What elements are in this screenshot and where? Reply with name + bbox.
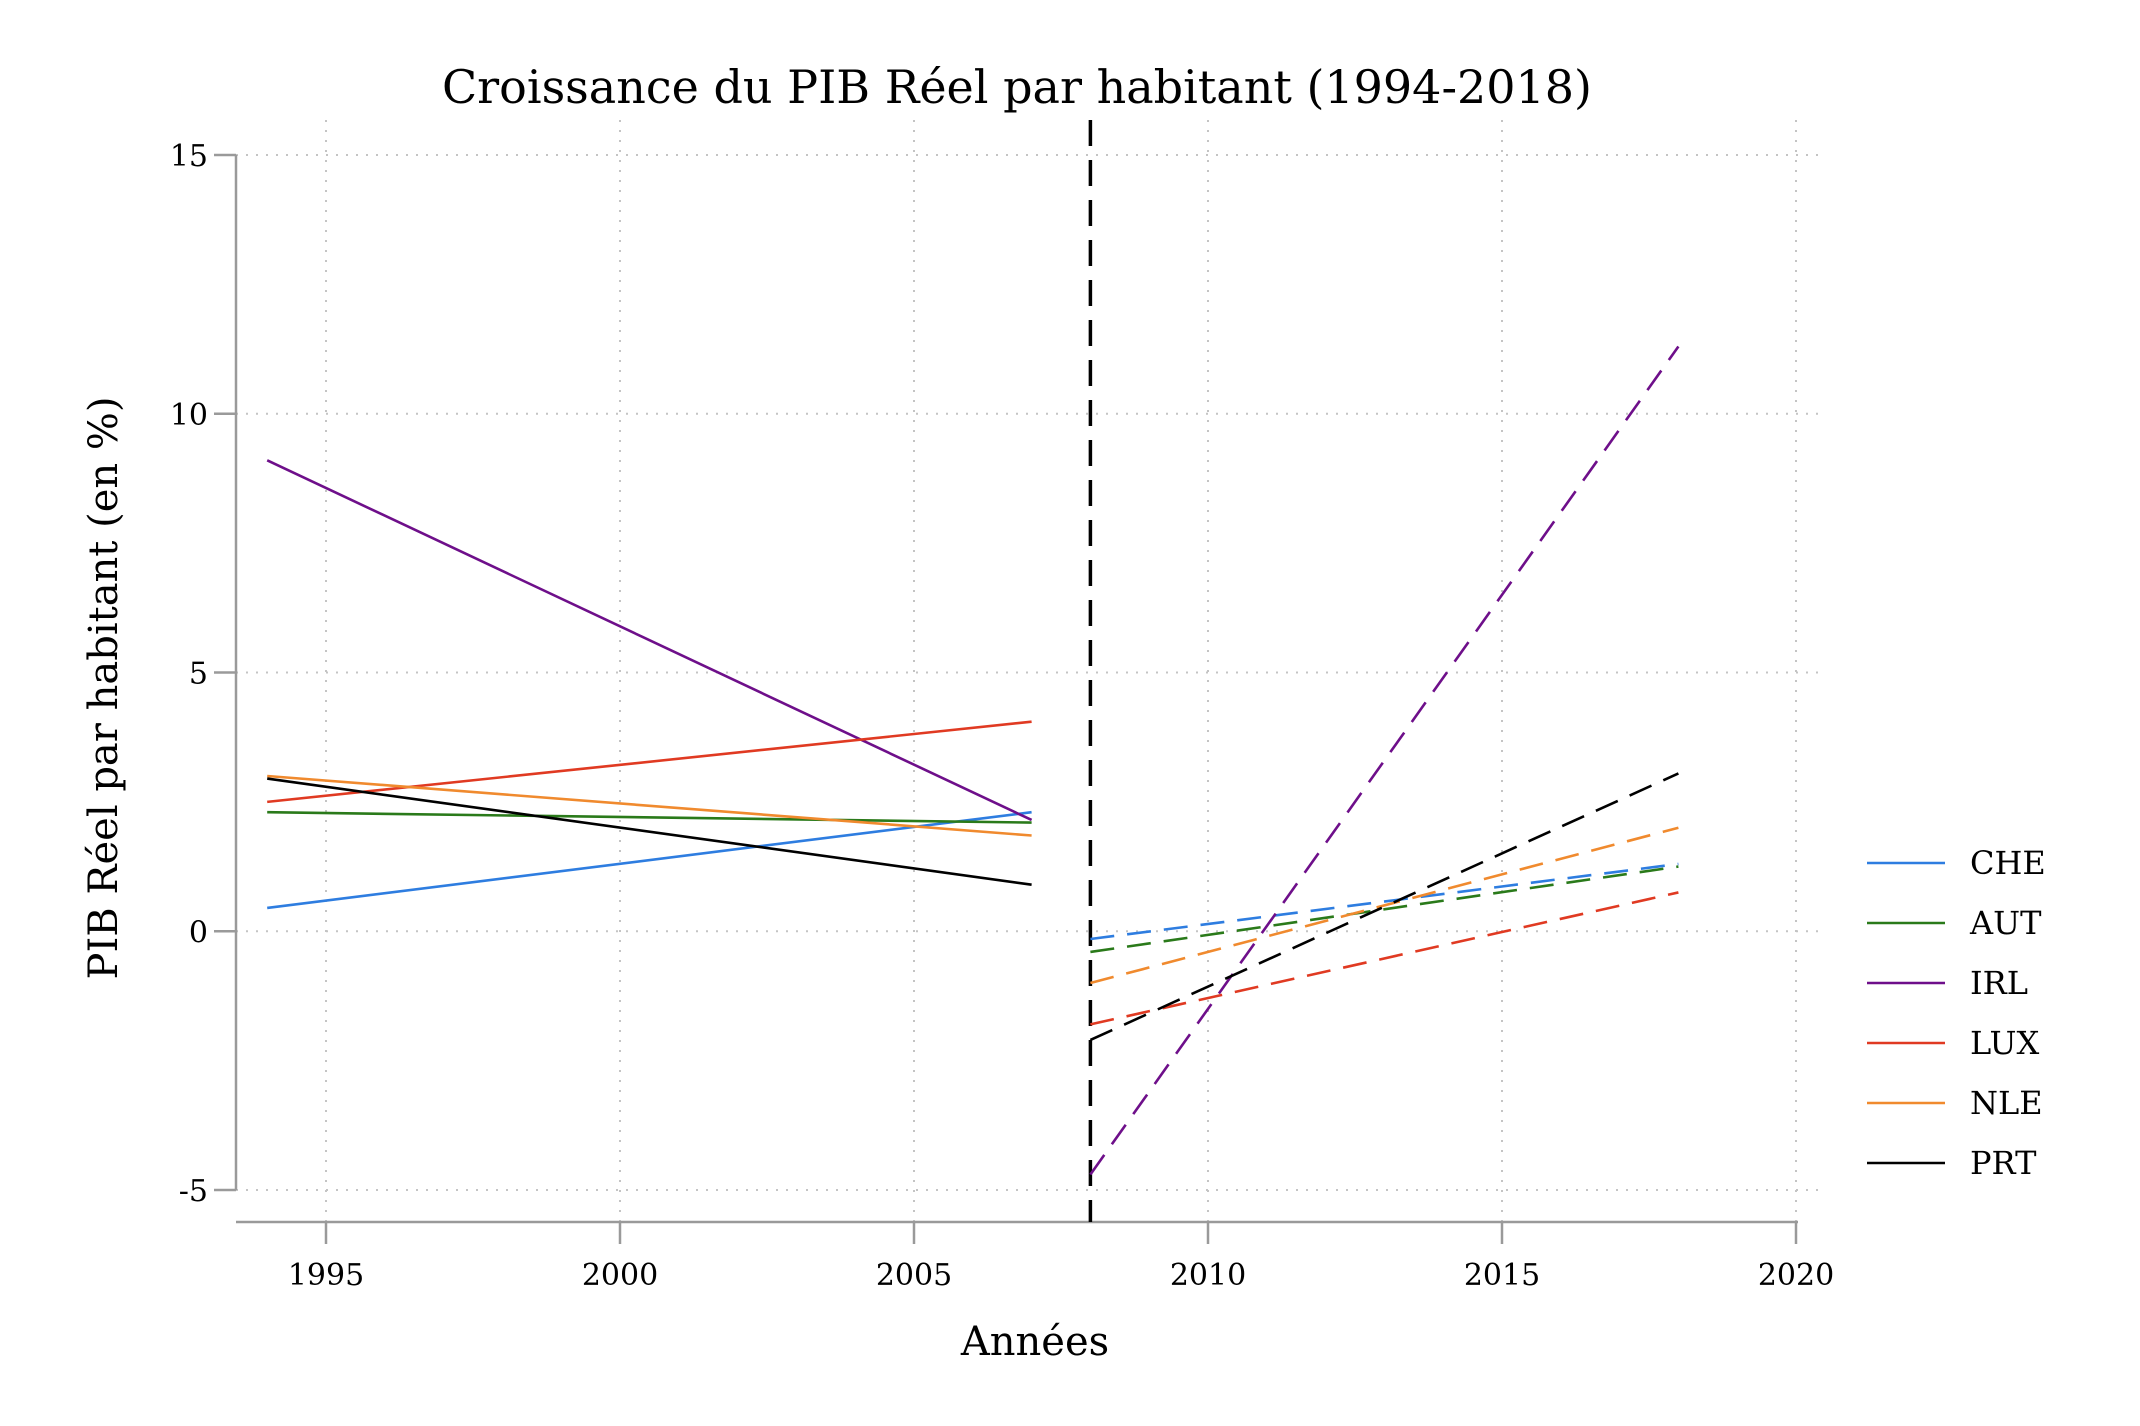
y-axis-label: PIB Réel par habitant (en %) (81, 397, 127, 980)
y-ticks: -5 0 5 10 15 (170, 139, 236, 1209)
series-line-aut-2008-2018 (1090, 865, 1679, 954)
series-layer (266, 345, 1680, 1176)
chart-title: Croissance du PIB Réel par habitant (199… (442, 60, 1592, 114)
series-line-irl-1994-2007 (266, 459, 1033, 822)
series-line-prt-2008-2018 (1089, 772, 1679, 1042)
x-tick-label: 1995 (288, 1258, 364, 1293)
y-tick-label: 5 (189, 657, 208, 692)
y-tick-label: -5 (179, 1174, 208, 1209)
y-tick-label: 0 (189, 915, 208, 950)
grid (236, 120, 1826, 1222)
series-line-prt-1994-2007 (267, 777, 1032, 886)
series-line-irl-2008-2018 (1089, 345, 1680, 1176)
axes (234, 155, 1798, 1224)
legend: CHE AUT IRL LUX NLE PRT (1867, 844, 2046, 1182)
series-line-nle-2008-2018 (1090, 826, 1679, 985)
y-tick-label: 10 (170, 398, 208, 433)
legend-label-lux: LUX (1970, 1024, 2039, 1062)
x-tick-label: 2015 (1464, 1258, 1540, 1293)
x-axis-label: Années (960, 1319, 1109, 1365)
legend-label-nle: NLE (1970, 1084, 2043, 1122)
series-line-che-1994-2007 (267, 810, 1032, 910)
x-ticks: 1995 2000 2005 2010 2015 2020 (288, 1222, 1834, 1293)
series-line-aut-1994-2007 (267, 810, 1032, 824)
y-tick-label: 15 (170, 139, 208, 174)
x-tick-label: 2010 (1170, 1258, 1246, 1293)
legend-label-prt: PRT (1970, 1144, 2037, 1182)
legend-label-che: CHE (1970, 844, 2046, 882)
x-tick-label: 2020 (1758, 1258, 1834, 1293)
legend-label-irl: IRL (1970, 964, 2028, 1002)
series-line-nle-1994-2007 (267, 774, 1032, 837)
legend-label-aut: AUT (1969, 904, 2042, 942)
x-tick-label: 2005 (876, 1258, 952, 1293)
x-tick-label: 2000 (582, 1258, 658, 1293)
series-line-che-2008-2018 (1090, 862, 1679, 941)
series-line-lux-2008-2018 (1090, 891, 1679, 1026)
series-line-lux-1994-2007 (267, 720, 1032, 804)
